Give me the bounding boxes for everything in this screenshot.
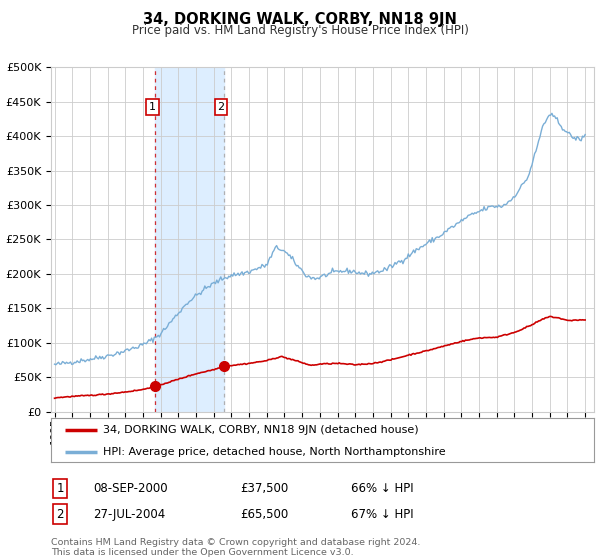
Text: 08-SEP-2000: 08-SEP-2000 (93, 482, 167, 495)
Text: Contains HM Land Registry data © Crown copyright and database right 2024.: Contains HM Land Registry data © Crown c… (51, 538, 421, 547)
Text: 2: 2 (218, 102, 225, 112)
Text: Price paid vs. HM Land Registry's House Price Index (HPI): Price paid vs. HM Land Registry's House … (131, 24, 469, 37)
Text: 34, DORKING WALK, CORBY, NN18 9JN: 34, DORKING WALK, CORBY, NN18 9JN (143, 12, 457, 27)
Text: £65,500: £65,500 (240, 507, 288, 521)
Text: 1: 1 (149, 102, 156, 112)
Text: HPI: Average price, detached house, North Northamptonshire: HPI: Average price, detached house, Nort… (103, 447, 445, 457)
Text: 34, DORKING WALK, CORBY, NN18 9JN (detached house): 34, DORKING WALK, CORBY, NN18 9JN (detac… (103, 425, 418, 435)
Text: 2: 2 (56, 507, 64, 521)
Text: This data is licensed under the Open Government Licence v3.0.: This data is licensed under the Open Gov… (51, 548, 353, 557)
Text: 67% ↓ HPI: 67% ↓ HPI (351, 507, 413, 521)
Text: 27-JUL-2004: 27-JUL-2004 (93, 507, 165, 521)
Bar (155, 67, 224, 412)
Text: 66% ↓ HPI: 66% ↓ HPI (351, 482, 413, 495)
Text: £37,500: £37,500 (240, 482, 288, 495)
Text: 1: 1 (56, 482, 64, 495)
